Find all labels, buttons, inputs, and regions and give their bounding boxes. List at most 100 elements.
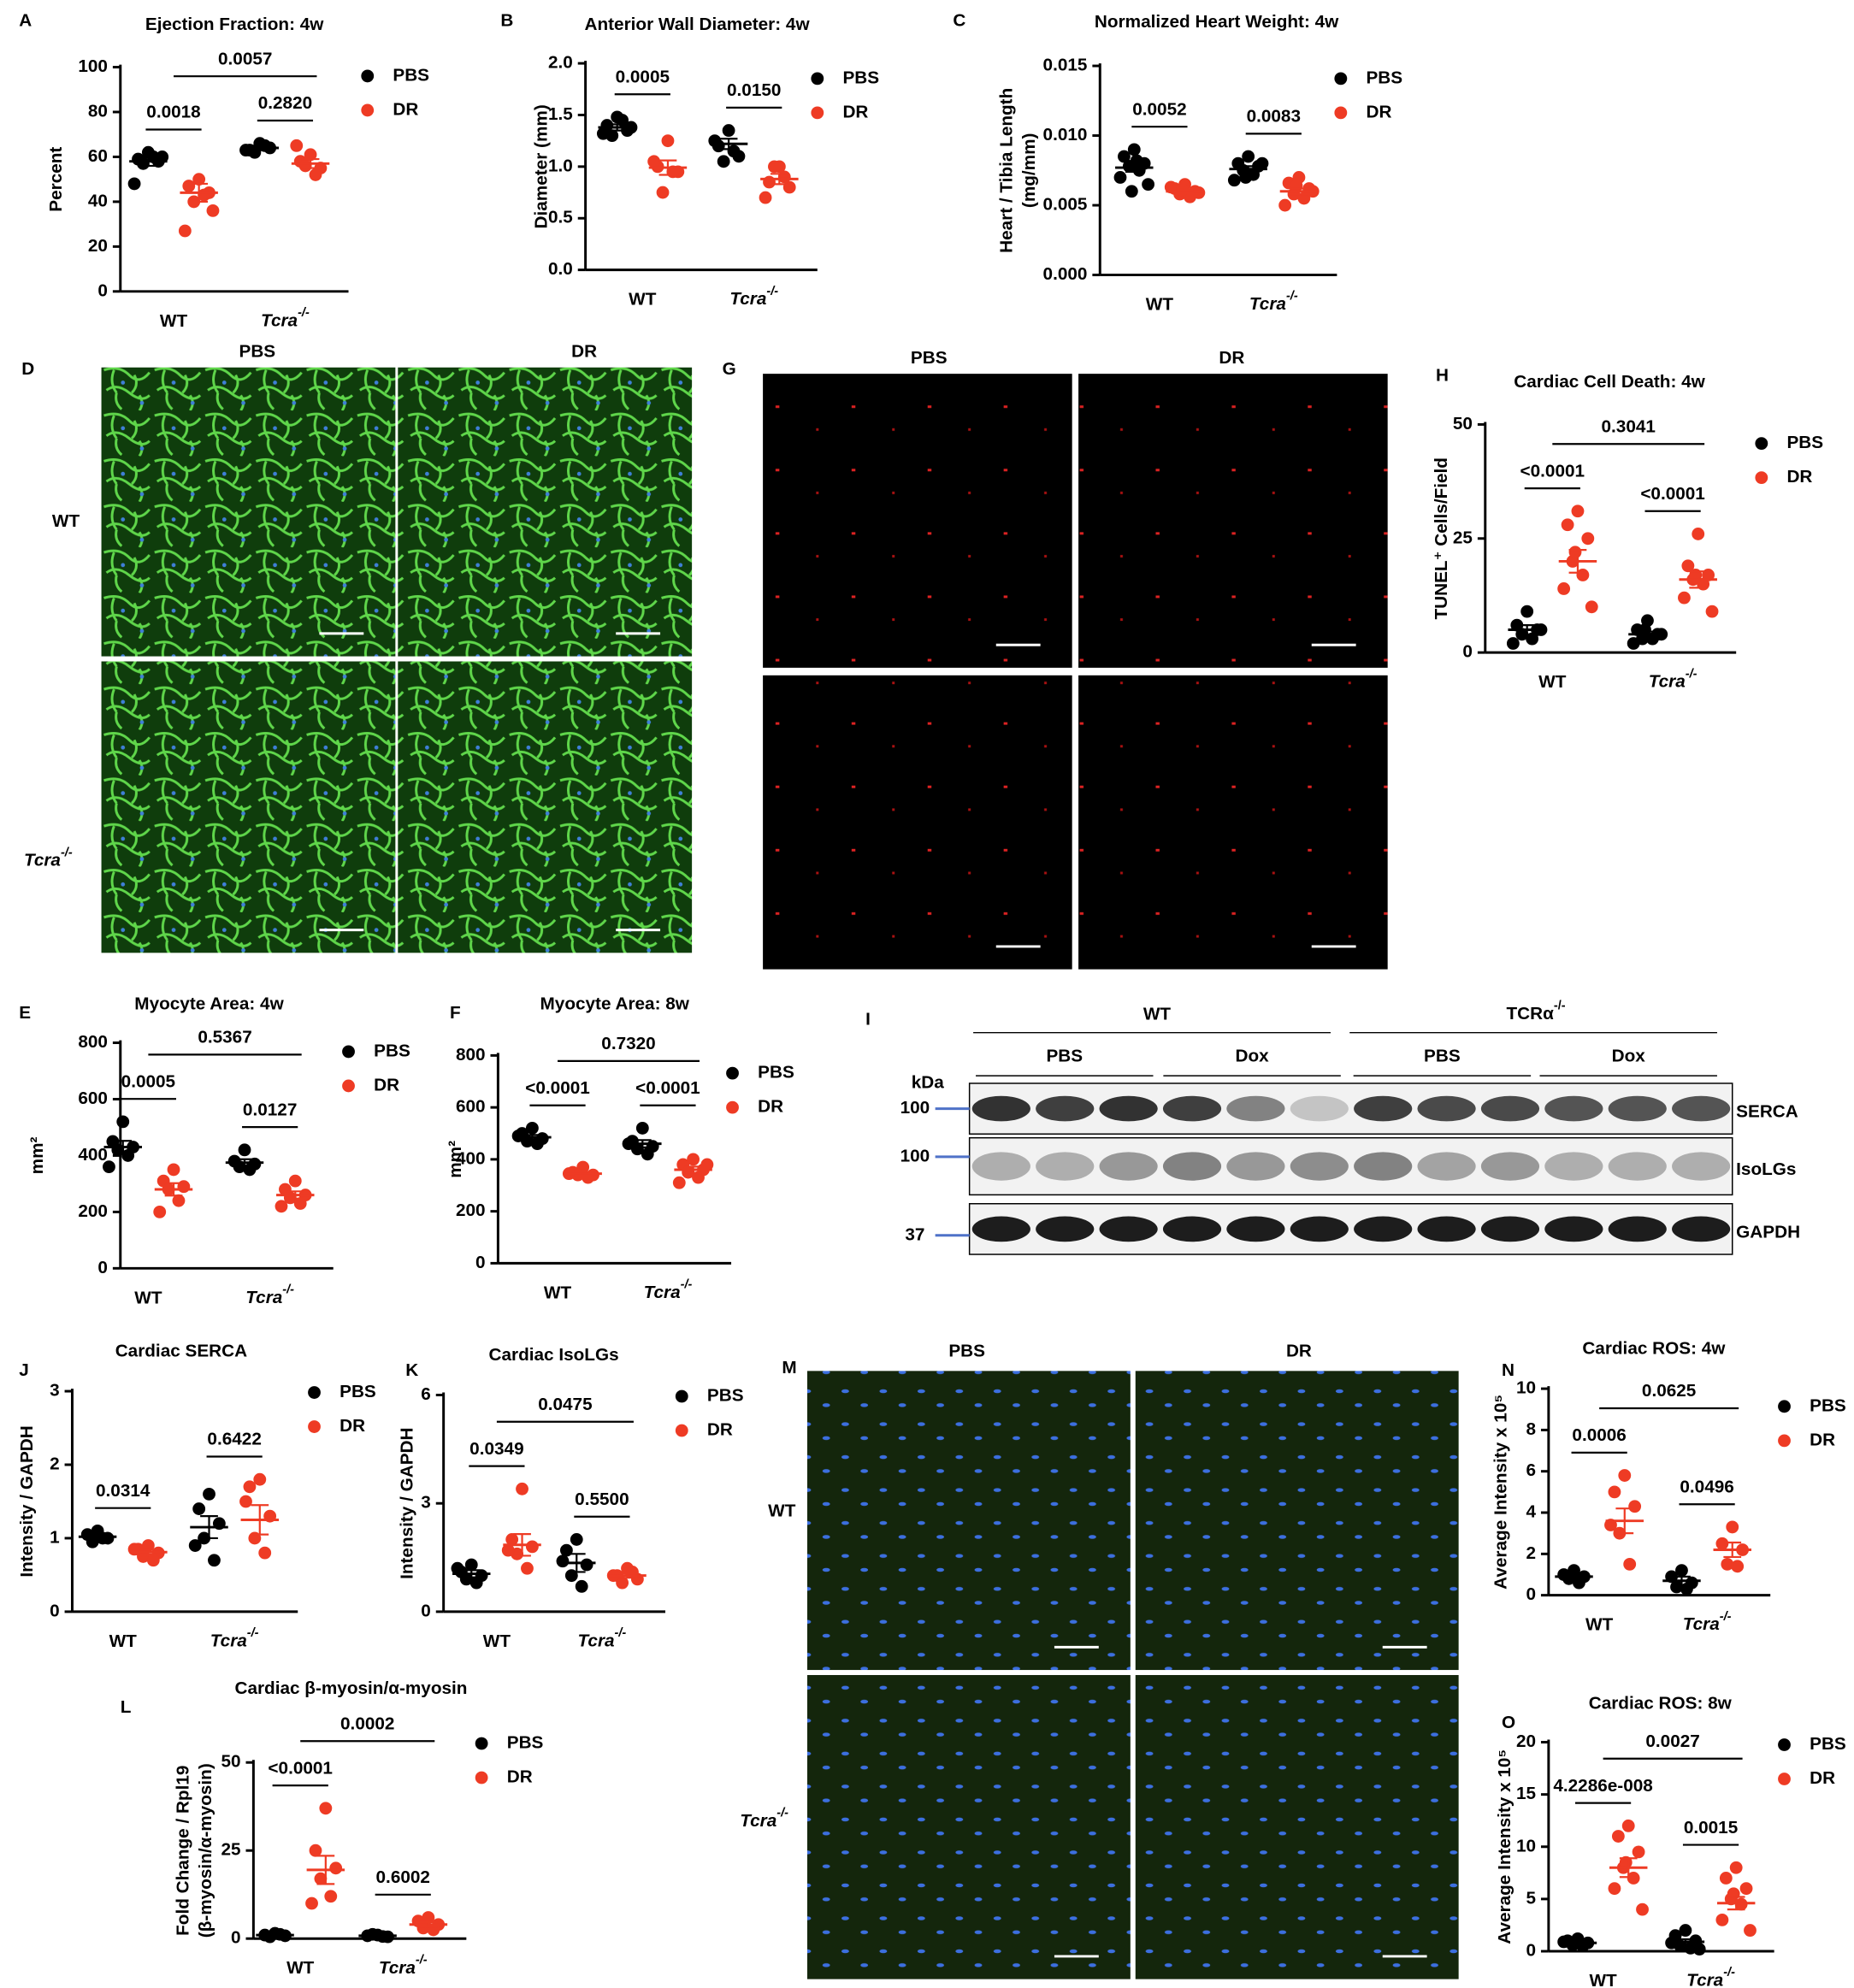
data-point xyxy=(238,1143,251,1157)
legend-marker xyxy=(342,1045,355,1059)
x-tick-label: Tcra-/- xyxy=(729,285,778,310)
legend-label: PBS xyxy=(1366,68,1402,87)
data-point xyxy=(727,145,741,158)
data-point xyxy=(243,1480,257,1494)
panel-letter: E xyxy=(19,1003,31,1023)
blot-band xyxy=(971,1152,1030,1181)
blot-band xyxy=(1226,1095,1285,1122)
legend-marker xyxy=(361,69,375,83)
data-point xyxy=(324,1890,338,1903)
legend-label: DR xyxy=(707,1419,733,1439)
error-bar xyxy=(164,1182,183,1197)
data-point xyxy=(146,1554,160,1567)
data-point xyxy=(153,1205,167,1218)
legend-label: PBS xyxy=(758,1063,794,1082)
data-point xyxy=(1692,528,1705,540)
p-value: 0.5367 xyxy=(198,1028,251,1047)
y-tick-label: 25 xyxy=(221,1840,240,1860)
micrograph xyxy=(763,675,1072,970)
column-label: PBS xyxy=(911,348,948,368)
data-point xyxy=(141,1539,155,1552)
data-point xyxy=(1715,1913,1729,1926)
y-tick-label: 0 xyxy=(97,280,108,300)
data-point xyxy=(1242,150,1255,163)
data-point xyxy=(319,1802,333,1815)
data-point xyxy=(1678,591,1691,605)
error-bar xyxy=(1239,165,1258,174)
y-tick-label: 100 xyxy=(78,56,108,76)
data-point xyxy=(521,1561,534,1575)
column-label: PBS xyxy=(239,341,276,361)
data-point xyxy=(1627,1872,1640,1885)
legend-marker xyxy=(1778,1400,1791,1413)
data-point xyxy=(1239,171,1253,184)
y-tick-label: 0 xyxy=(475,1253,486,1272)
x-tick-label: WT xyxy=(109,1631,138,1651)
chart-title: Cardiac ROS: 8w xyxy=(1589,1694,1733,1714)
p-value: <0.0001 xyxy=(525,1078,590,1098)
y-tick-label: 400 xyxy=(456,1148,486,1168)
data-point xyxy=(1526,632,1539,646)
blot-band xyxy=(1036,1216,1095,1242)
blot-band xyxy=(1162,1152,1222,1181)
legend-marker xyxy=(675,1389,688,1403)
p-value: 0.0349 xyxy=(469,1439,523,1459)
panel-letter: J xyxy=(19,1360,29,1380)
p-value: 0.0625 xyxy=(1642,1381,1696,1401)
legend-marker xyxy=(726,1100,739,1114)
blot-band xyxy=(1226,1216,1285,1242)
error-bar xyxy=(200,1515,218,1540)
error-bar xyxy=(633,1139,652,1149)
data-point xyxy=(768,160,781,174)
legend-marker xyxy=(308,1420,321,1433)
error-bar xyxy=(1290,187,1308,196)
data-point xyxy=(290,139,304,152)
data-point xyxy=(451,1561,464,1575)
data-point xyxy=(288,1174,302,1188)
legend-label: PBS xyxy=(842,68,879,87)
data-point xyxy=(575,1579,588,1593)
y-tick-label: 2.0 xyxy=(548,53,573,73)
chart-title: Myocyte Area: 8w xyxy=(540,994,690,1014)
data-point xyxy=(469,1576,483,1590)
data-point xyxy=(1681,559,1695,573)
data-point xyxy=(1125,185,1138,198)
x-tick-label: WT xyxy=(286,1958,315,1978)
chart-title: Cardiac Cell Death: 4w xyxy=(1514,372,1705,392)
data-point xyxy=(661,134,675,148)
blot-band xyxy=(1099,1095,1158,1122)
legend-label: DR xyxy=(1810,1768,1835,1788)
x-tick-label: Tcra-/- xyxy=(261,306,310,331)
panel-letter: N xyxy=(1502,1360,1514,1380)
data-point xyxy=(177,1180,191,1194)
data-point xyxy=(156,150,169,163)
micrograph xyxy=(1135,1371,1459,1671)
blot-band xyxy=(1608,1095,1667,1122)
y-axis-label: Intensity / GAPDH xyxy=(398,1427,417,1578)
blot-band xyxy=(971,1216,1030,1242)
data-point xyxy=(103,1160,115,1174)
data-point xyxy=(722,124,735,138)
data-point xyxy=(459,1572,473,1586)
data-point xyxy=(1142,178,1154,192)
micrograph xyxy=(101,661,396,953)
chart-title: Myocyte Area: 4w xyxy=(134,994,284,1014)
data-point xyxy=(192,173,206,186)
x-tick-label: Tcra-/- xyxy=(1683,1610,1732,1635)
legend-marker xyxy=(361,103,375,117)
legend-marker xyxy=(1778,1738,1791,1751)
treatment-label: Dox xyxy=(1236,1046,1270,1065)
error-bar xyxy=(567,1553,586,1573)
data-point xyxy=(329,1861,343,1875)
y-tick-label: 3 xyxy=(50,1381,60,1401)
data-point xyxy=(763,175,776,189)
p-value: 0.0083 xyxy=(1247,107,1301,127)
blot-band xyxy=(1290,1216,1349,1242)
data-point xyxy=(1628,1500,1642,1513)
blot-band xyxy=(1608,1216,1667,1242)
blot-band xyxy=(1226,1152,1285,1181)
data-point xyxy=(1680,1582,1693,1596)
treatment-label: PBS xyxy=(1046,1046,1083,1065)
panel-letter: B xyxy=(500,11,513,31)
